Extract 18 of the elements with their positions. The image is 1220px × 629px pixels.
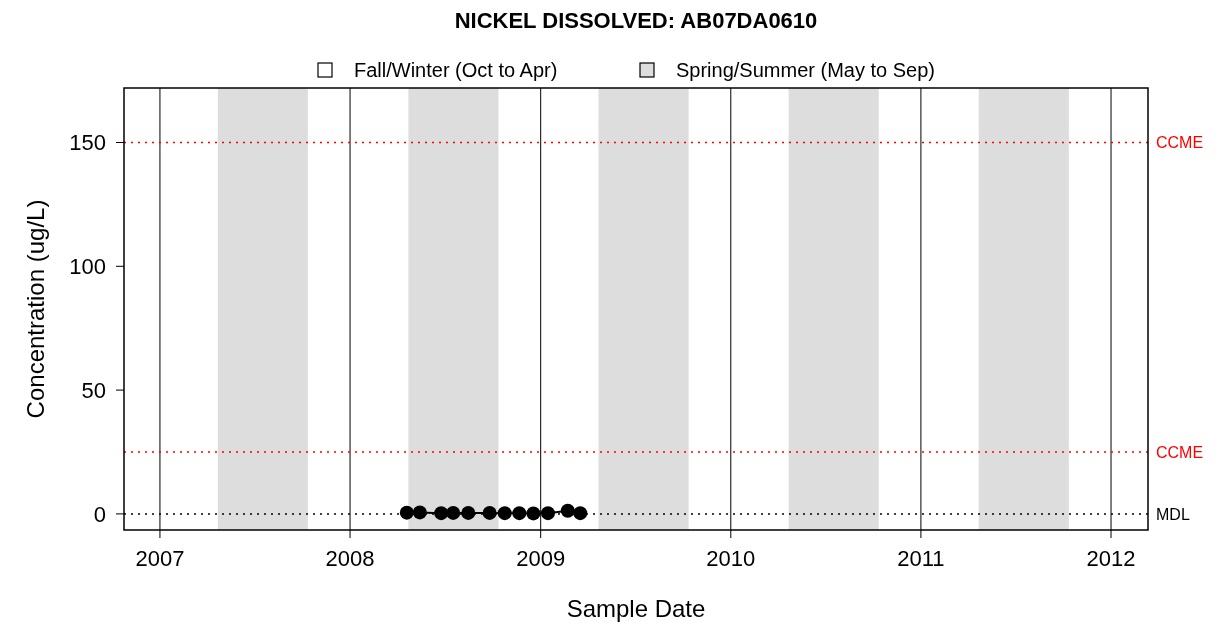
ref-line-label: MDL	[1156, 505, 1190, 523]
y-tick-label: 50	[81, 378, 106, 404]
y-tick-label: 150	[69, 130, 106, 156]
x-tick-label: 2012	[1086, 546, 1136, 571]
text: Spring/Summer (May to Sep)	[676, 59, 935, 81]
x-tick-label: 2008	[325, 546, 375, 571]
ref-line-label: CCME	[1156, 134, 1204, 152]
chart-title: NICKEL DISSOLVED: AB07DA0610	[454, 8, 818, 33]
y-tick-label: 100	[69, 254, 106, 280]
y-tick-label: 0	[93, 501, 106, 527]
x-tick-label: 2007	[135, 546, 185, 571]
text: Fall/Winter (Oct to Apr)	[354, 59, 558, 81]
y-axis-title: Concentration (ug/L)	[22, 199, 49, 419]
x-tick-label: 2010	[706, 546, 756, 571]
x-axis-title: Sample Date	[566, 595, 706, 622]
ref-line-label: CCME	[1156, 444, 1204, 461]
x-tick-label: 2011	[897, 546, 945, 571]
x-tick-label: 2009	[516, 546, 566, 571]
